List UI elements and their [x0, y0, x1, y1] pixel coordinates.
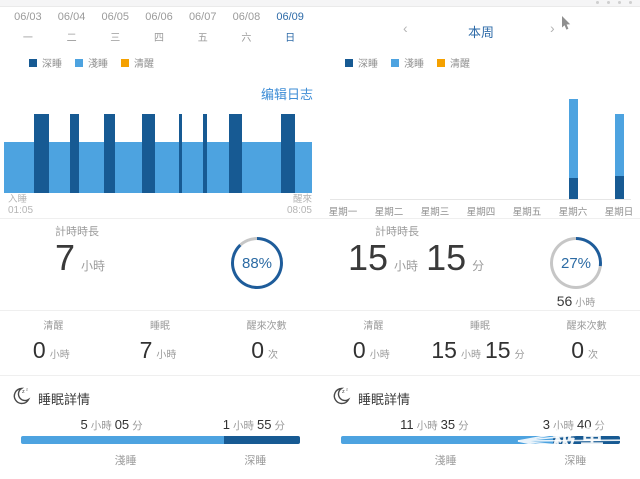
week-detail-bar-region: 11 小時 35 分 3 小時 40 分 淺睡 深睡 — [341, 417, 620, 467]
next-week-button[interactable]: › — [550, 20, 555, 36]
light-sleep-swatch — [391, 58, 399, 67]
moon-icon: z z — [333, 387, 351, 405]
deep-sleep-swatch — [29, 58, 37, 67]
date-cell[interactable]: 06/05 三 — [101, 11, 130, 44]
week-legend: 深睡 淺睡 清醒 — [345, 55, 483, 70]
light-sleep-band — [4, 142, 312, 193]
deep-sleep-bar — [104, 114, 116, 193]
awake-swatch — [437, 58, 445, 67]
light-sleep-swatch — [75, 58, 83, 67]
svg-text:z: z — [26, 387, 28, 392]
deep-sleep-label: 深睡 — [244, 455, 267, 467]
day-duration-label: 計時時長 — [55, 226, 99, 238]
top-bar — [0, 0, 640, 7]
week-detail-bar-deep — [553, 436, 620, 444]
week-score-subtext: 56 小時 — [556, 293, 596, 309]
prev-week-button[interactable]: ‹ — [403, 20, 408, 36]
day-score-ring: 88% — [231, 237, 283, 289]
edit-log-link[interactable]: 编辑日志 — [261, 87, 314, 102]
day-sleep-chart — [4, 110, 312, 194]
week-chart-bars — [320, 85, 640, 199]
date-cell[interactable]: 06/06 四 — [145, 11, 173, 44]
week-light-duration: 11 小時 35 分 — [400, 417, 469, 432]
svg-text:z: z — [342, 389, 345, 395]
day-detail-bar-deep — [223, 436, 300, 444]
week-deep-duration: 3 小時 40 分 — [542, 417, 605, 432]
date-strip: 06/03 一 06/04 二 06/05 三 06/06 四 06/07 五 06/08… — [6, 11, 312, 44]
date-cell[interactable]: 06/08 六 — [232, 11, 261, 44]
deep-sleep-bar — [141, 114, 155, 193]
awake-stat: 清醒 0 小時 — [32, 321, 70, 363]
week-detail-bar-light — [341, 436, 554, 444]
svg-text:z: z — [346, 387, 348, 392]
date-cell[interactable]: 06/04 二 — [57, 11, 86, 44]
day-light-duration: 5 小時 05 分 — [80, 417, 143, 432]
svg-text:z: z — [22, 389, 25, 395]
week-duration-label: 計時時長 — [375, 226, 419, 238]
deep-sleep-bar — [69, 114, 79, 193]
day-deep-duration: 1 小時 55 分 — [222, 417, 285, 432]
deep-sleep-bar — [280, 114, 296, 193]
date-cell[interactable]: 06/03 一 — [14, 11, 42, 44]
week-duration-value: 15 小時 15 分 — [348, 237, 485, 278]
week-sleep-bar — [614, 114, 624, 199]
day-legend: 深睡 淺睡 清醒 — [29, 55, 167, 70]
week-score-percent: 27% — [553, 240, 599, 286]
day-detail-bar-light — [21, 436, 224, 444]
date-cell-selected[interactable]: 06/09 日 — [276, 11, 304, 44]
sleep-stat: 睡眠 15 小時 15 分 — [431, 321, 525, 363]
deep-sleep-bar — [178, 114, 183, 193]
sleep-stat: 睡眠 7 小時 — [139, 321, 177, 363]
deep-sleep-bar — [202, 114, 207, 193]
week-chart-baseline — [330, 199, 631, 200]
week-score-ring: 27% — [550, 237, 602, 289]
deep-sleep-bar — [229, 114, 243, 193]
day-score-percent: 88% — [234, 240, 280, 286]
week-sleep-bar — [568, 99, 578, 199]
deep-sleep-label: 深睡 — [564, 455, 587, 467]
date-cell[interactable]: 06/07 五 — [188, 11, 217, 44]
day-sleep-composition-bar — [21, 436, 300, 444]
awake-swatch — [121, 58, 129, 67]
moon-icon: z z — [13, 387, 31, 405]
week-detail-title: 睡眠詳情 — [358, 392, 411, 407]
awake-stat: 清醒 0 小時 — [352, 321, 390, 363]
deep-sleep-bar — [33, 114, 49, 193]
week-title[interactable]: 本周 — [467, 25, 494, 40]
sleep-start: 入睡 01:05 — [8, 194, 34, 216]
week-sleep-composition-bar — [341, 436, 620, 444]
deep-sleep-swatch — [345, 58, 353, 67]
light-sleep-label: 淺睡 — [114, 455, 137, 467]
light-sleep-label: 淺睡 — [434, 455, 457, 467]
day-detail-title: 睡眠詳情 — [38, 392, 91, 407]
week-day-labels: 星期一 星期二 星期三 星期四 星期五 星期六 星期日 — [328, 207, 634, 218]
day-detail-bar-region: 5 小時 05 分 1 小時 55 分 淺睡 深睡 — [21, 417, 300, 467]
wake-time: 醒來 08:05 — [286, 194, 312, 216]
day-duration-value: 7 小時 — [55, 237, 106, 278]
mouse-cursor — [562, 16, 571, 30]
